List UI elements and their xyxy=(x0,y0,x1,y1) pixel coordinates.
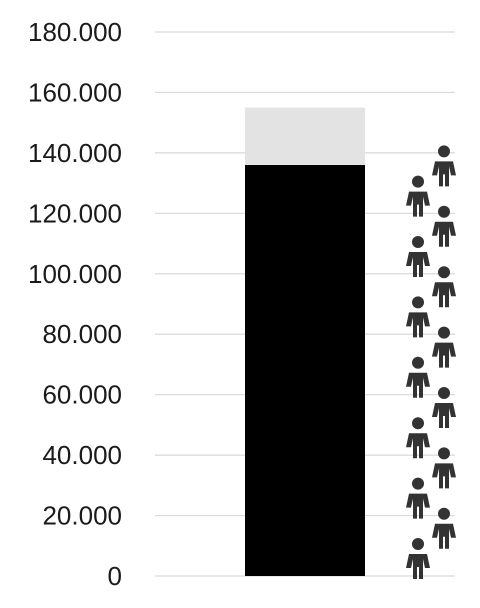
person-icon xyxy=(406,417,430,459)
y-tick-label: 180.000 xyxy=(28,17,122,47)
bar-segment-2 xyxy=(245,107,365,165)
person-icon xyxy=(432,507,456,549)
person-icons xyxy=(406,145,456,579)
person-icon xyxy=(406,175,430,217)
y-tick-label: 40.000 xyxy=(42,440,122,470)
y-tick-label: 120.000 xyxy=(28,198,122,228)
y-tick-label: 20.000 xyxy=(42,501,122,531)
person-icon xyxy=(432,387,456,428)
y-tick-label: 0 xyxy=(108,561,122,591)
y-tick-label: 160.000 xyxy=(28,77,122,107)
person-icon xyxy=(432,205,456,247)
person-icon xyxy=(406,538,430,579)
y-axis-tick-labels: 0 20.000 40.000 60.000 80.000 100.000 120.000 1… xyxy=(28,17,122,591)
person-icon xyxy=(432,266,456,308)
person-icon xyxy=(406,236,430,277)
y-tick-label: 60.000 xyxy=(42,380,122,410)
person-icon xyxy=(406,296,430,338)
y-tick-label: 80.000 xyxy=(42,319,122,349)
person-icon xyxy=(432,145,456,187)
person-icon xyxy=(432,326,456,368)
person-icon xyxy=(406,477,430,519)
bars xyxy=(245,107,365,576)
person-icon xyxy=(406,356,430,398)
person-icon xyxy=(432,447,456,489)
bar-segment-1 xyxy=(245,164,365,576)
y-tick-label: 140.000 xyxy=(28,138,122,168)
y-tick-label: 100.000 xyxy=(28,259,122,289)
